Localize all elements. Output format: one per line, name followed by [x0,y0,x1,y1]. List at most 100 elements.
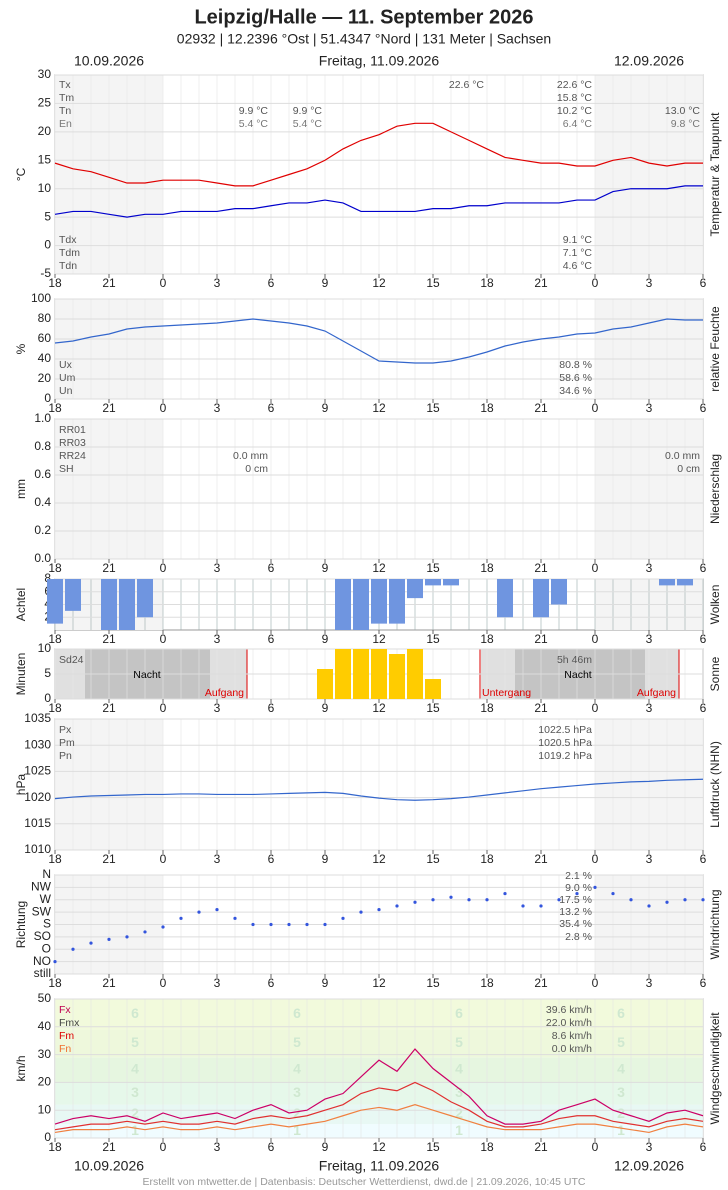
beaufort-label: 3 [131,1084,139,1100]
annotation: 22.6 °C [557,79,593,91]
side-label: Windgeschwindigkeit [708,1012,722,1125]
x-tick-label: 18 [480,401,494,415]
y-tick-label: N [42,867,51,881]
point [701,898,705,902]
y-tick-label: 15 [38,152,52,166]
x-tick-label: 3 [646,852,653,866]
point [251,922,255,927]
beaufort-label: 3 [617,1084,625,1100]
y-tick-label: 10 [38,181,52,195]
beaufort-label: 1 [131,1122,139,1138]
x-tick-label: 18 [480,561,494,575]
x-tick-label: 6 [268,1140,275,1154]
bar [47,579,63,624]
point [161,925,165,929]
x-tick-label: 18 [480,1140,494,1154]
beaufort-label: 1 [617,1122,625,1138]
beaufort-label: 2 [455,1105,463,1121]
bar [425,579,441,586]
bar [533,579,549,618]
x-tick-label: 21 [534,1140,548,1154]
point [683,898,687,902]
x-tick-label: 6 [268,561,275,575]
x-tick-label: 9 [322,561,329,575]
x-tick-label: 3 [214,276,221,290]
x-tick-label: 15 [426,276,440,290]
x-tick-label: 12 [372,976,386,990]
point [377,908,381,912]
bar [443,579,459,586]
bar [137,579,153,618]
bar [353,579,369,630]
annotation: 1019.2 hPa [538,750,592,762]
x-tick-label: 3 [646,1140,653,1154]
date: Freitag, 11.09.2026 [319,53,440,69]
annotation: Tdx [59,234,77,246]
annotation: 7.1 °C [563,247,593,259]
series-line [54,1104,704,1134]
x-tick-label: 18 [48,561,62,575]
annotation: Tdn [59,260,77,272]
x-tick-label: 21 [102,276,116,290]
y-tick-label: S [43,917,51,931]
point [539,904,543,908]
x-tick-label: 6 [700,852,707,866]
x-tick-label: 21 [102,1140,116,1154]
x-tick-label: 15 [426,1140,440,1154]
annotation: RR01 [59,424,86,436]
y-tick-label: 5 [44,209,51,223]
x-tick-label: 0 [592,976,599,990]
point [341,916,345,920]
annotation: 34.6 % [559,385,592,397]
x-tick-label: 6 [268,852,275,866]
y-tick-label: 25 [38,96,52,110]
bar [101,579,117,630]
beaufort-label: 6 [617,1005,625,1021]
annotation: 0.0 km/h [552,1043,592,1055]
annotation: 8.6 km/h [552,1030,592,1042]
x-tick-label: 9 [322,976,329,990]
x-tick-label: 18 [480,632,494,646]
y-tick-label: 80 [38,311,52,325]
title: Leipzig/Halle — 11. September 2026 [194,6,533,28]
beaufort-label: 4 [293,1061,301,1077]
y-tick-label: SW [32,904,52,918]
x-tick-label: 21 [102,632,116,646]
point [197,910,201,914]
annotation: Nacht [564,669,592,681]
y-tick-label: 40 [38,351,52,365]
bar [353,649,369,699]
annotation: RR24 [59,450,86,462]
series-line [54,1081,704,1131]
x-tick-label: 6 [700,701,707,715]
x-tick-label: 6 [700,276,707,290]
beaufort-label: 2 [293,1105,301,1121]
y-tick-label: -5 [40,266,51,280]
x-tick-label: 3 [214,401,221,415]
y-tick-label: 1010 [24,842,51,856]
annotation: Fmx [59,1017,80,1029]
y-tick-label: 0 [44,391,51,405]
x-tick-label: 18 [48,976,62,990]
x-tick-label: 21 [534,852,548,866]
subtitle: 02932 | 12.2396 °Ost | 51.4347 °Nord | 1… [177,31,551,47]
annotation: 0.0 mm [233,450,268,462]
x-tick-label: 6 [700,1140,707,1154]
point [665,900,669,904]
y-axis-label: Richtung [14,901,28,948]
y-tick-label: 1015 [24,816,51,830]
y-tick-label: 1.0 [34,411,51,425]
x-tick-label: 21 [534,976,548,990]
series-line [54,318,703,364]
series-line [54,122,703,187]
side-label: Windrichtung [708,889,722,959]
annotation: 58.6 % [559,372,592,384]
annotation: Fx [59,1004,71,1016]
x-tick-label: 0 [160,701,167,715]
x-tick-label: 3 [214,632,221,646]
beaufort-label: 4 [455,1061,463,1077]
side-label: relative Feuchte [708,306,722,392]
x-tick-label: 3 [646,976,653,990]
point [413,900,417,904]
